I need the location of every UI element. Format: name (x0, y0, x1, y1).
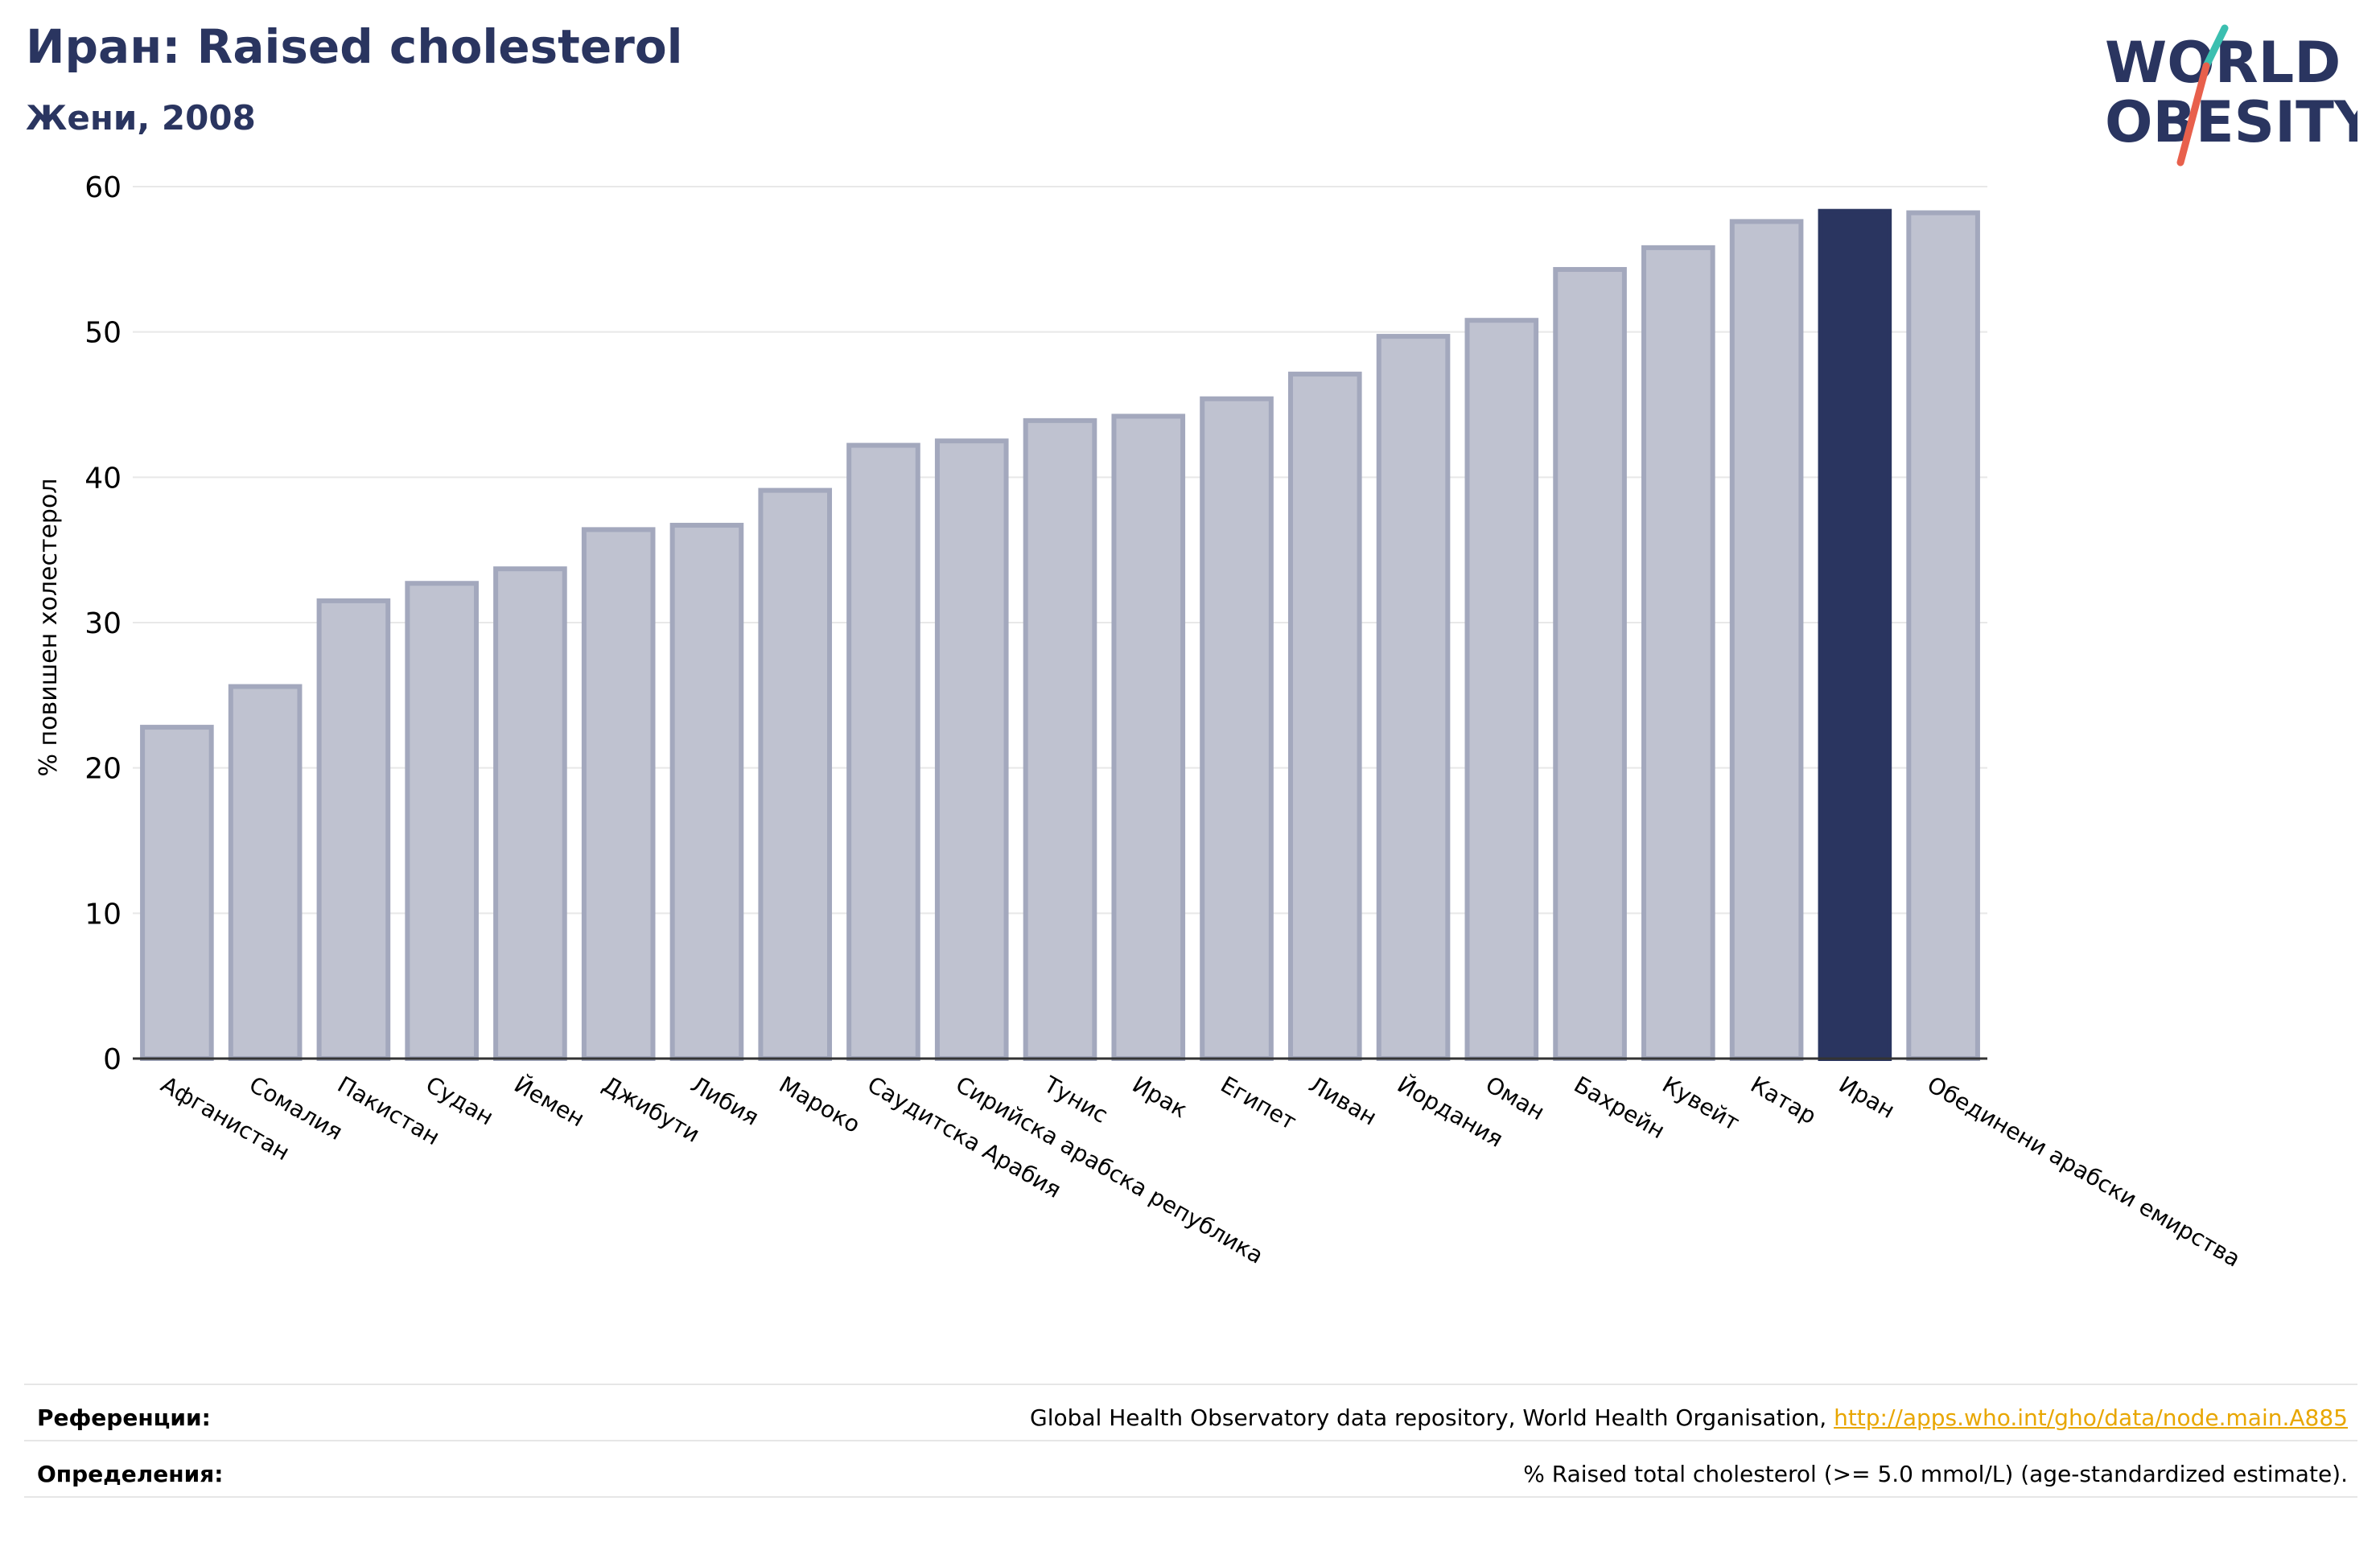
y-axis-ticks: 0 10 20 30 40 50 60 (84, 171, 121, 1076)
x-tick-label: Мароко (775, 1071, 865, 1138)
bar (1111, 413, 1186, 1061)
bar (1200, 396, 1274, 1062)
x-tick-label: Обединени арабски емирства (1923, 1071, 2246, 1272)
x-tick-label: Ливан (1304, 1071, 1381, 1130)
bar (316, 598, 391, 1061)
definitions-label: Определения: (37, 1461, 224, 1487)
x-tick-label: Египет (1217, 1071, 1301, 1135)
references-label: Референции: (37, 1404, 211, 1431)
y-tick-label: 20 (84, 753, 121, 786)
x-tick-label: Бахрейн (1570, 1071, 1670, 1144)
logo-line2: OBESITY (2105, 89, 2357, 155)
references-source: Global Health Observatory data repositor… (1030, 1404, 1834, 1431)
bars (140, 208, 1980, 1062)
bar (140, 725, 214, 1062)
bar (669, 522, 744, 1061)
y-tick-label: 0 (103, 1043, 121, 1076)
x-tick-label: Катар (1746, 1071, 1821, 1129)
page-title: Иран: Raised cholesterol (26, 19, 683, 74)
bar (405, 581, 479, 1061)
bar-chart: 0 10 20 30 40 50 60 АфганистанСомалияПакистанС… (35, 171, 2245, 1273)
bar (1906, 210, 1980, 1061)
footer-divider-middle (24, 1440, 2357, 1441)
references-text: Global Health Observatory data repositor… (1030, 1404, 2348, 1431)
y-tick-label: 10 (84, 898, 121, 931)
x-tick-label: Джибути (598, 1071, 704, 1147)
x-tick-label: Ирак (1128, 1071, 1192, 1123)
y-tick-label: 40 (84, 462, 121, 495)
bar (1641, 245, 1715, 1061)
bar (1553, 266, 1627, 1062)
page-subtitle: Жени, 2008 (26, 98, 256, 138)
x-tick-label: Оман (1481, 1071, 1550, 1125)
references-link[interactable]: http://apps.who.int/gho/data/node.main.A… (1834, 1404, 2348, 1431)
world-obesity-logo: WORLD OBESITY (2105, 24, 2357, 167)
logo-slash-bottom (2176, 62, 2210, 167)
bar (228, 684, 303, 1061)
logo-line1: WORLD (2105, 30, 2341, 96)
bar (1464, 318, 1539, 1062)
x-tick-label: Йемен (509, 1071, 589, 1133)
logo-slash-top (2202, 24, 2229, 70)
bar (1729, 219, 1804, 1061)
bar (758, 487, 833, 1061)
y-tick-label: 50 (84, 317, 121, 350)
y-tick-label: 60 (84, 171, 121, 204)
bar (581, 527, 656, 1061)
bar (1287, 372, 1362, 1061)
bar (1023, 417, 1097, 1061)
bar (846, 442, 920, 1061)
x-tick-label: Кувейт (1657, 1071, 1744, 1136)
y-tick-label: 30 (84, 607, 121, 640)
bar-highlight (1818, 208, 1892, 1061)
bar (1376, 334, 1451, 1061)
y-axis-label: % повишен холестерол (35, 479, 63, 777)
x-tick-label: Иран (1834, 1071, 1900, 1124)
bar (493, 566, 567, 1061)
bar (934, 438, 1009, 1061)
definitions-text: % Raised total cholesterol (>= 5.0 mmol/… (1523, 1461, 2348, 1487)
footer-divider-top (24, 1384, 2357, 1385)
footer-divider-bottom (24, 1496, 2357, 1498)
